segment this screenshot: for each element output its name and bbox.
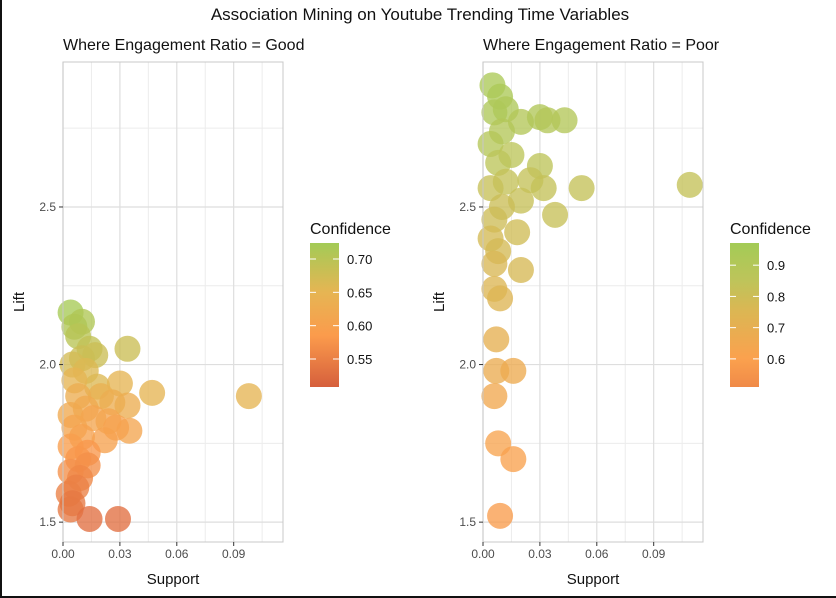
y-axis-label: Lift — [431, 291, 448, 312]
data-point — [551, 107, 578, 134]
data-point — [114, 335, 141, 362]
chart-title: Association Mining on Youtube Trending T… — [211, 5, 629, 24]
data-point — [487, 285, 514, 312]
data-point — [114, 392, 141, 419]
x-axis-label: Support — [147, 571, 200, 588]
data-point — [487, 502, 514, 529]
x-tick-label: 0.06 — [165, 547, 189, 561]
x-tick-label: 0.09 — [222, 547, 246, 561]
data-point — [676, 171, 703, 198]
data-point — [481, 383, 508, 410]
panel-subtitle: Where Engagement Ratio = Good — [63, 37, 304, 54]
legend-break-label: 0.6 — [767, 352, 785, 367]
x-tick-label: 0.03 — [108, 547, 132, 561]
x-tick-label: 0.00 — [51, 547, 75, 561]
legend-colorbar — [310, 243, 339, 387]
data-point — [568, 175, 595, 202]
legend-title: Confidence — [730, 221, 811, 238]
legend-break-label: 0.8 — [767, 289, 785, 304]
legend-title: Confidence — [310, 221, 391, 238]
legend-break-label: 0.65 — [347, 285, 372, 300]
x-tick-label: 0.06 — [585, 547, 609, 561]
data-point — [235, 383, 262, 410]
data-point — [103, 414, 130, 441]
data-point — [481, 250, 508, 277]
y-tick-label: 2.5 — [39, 200, 56, 214]
legend-break-label: 0.60 — [347, 319, 372, 334]
data-point — [504, 219, 531, 246]
data-point — [477, 225, 504, 252]
y-tick-label: 1.5 — [459, 515, 476, 529]
y-tick-label: 2.5 — [459, 200, 476, 214]
panel-border — [62, 61, 284, 543]
panel-good: Where Engagement Ratio = Good 0.00 0.03 0.0… — [11, 37, 391, 588]
x-tick-label: 0.00 — [471, 547, 495, 561]
data-point — [477, 175, 504, 202]
legend-colorbar — [730, 243, 759, 387]
data-point — [530, 175, 557, 202]
legend-break-label: 0.70 — [347, 252, 372, 267]
data-point — [542, 201, 569, 228]
data-point — [500, 357, 527, 384]
panel-border — [482, 61, 704, 543]
x-tick-label: 0.03 — [528, 547, 552, 561]
legend-break-label: 0.9 — [767, 258, 785, 273]
data-point — [500, 446, 527, 473]
legend-break-label: 0.7 — [767, 321, 785, 336]
data-point — [139, 379, 166, 406]
y-axis-label: Lift — [11, 291, 28, 312]
panel-subtitle: Where Engagement Ratio = Poor — [483, 37, 720, 54]
y-tick-label: 1.5 — [39, 515, 56, 529]
y-tick-label: 2.0 — [459, 358, 476, 372]
data-point — [76, 505, 103, 532]
y-tick-label: 2.0 — [39, 358, 56, 372]
data-point — [507, 257, 534, 284]
panel-poor: Where Engagement Ratio = Poor 0.00 0.03 0.0… — [431, 37, 811, 588]
legend-break-label: 0.55 — [347, 352, 372, 367]
x-tick-label: 0.09 — [642, 547, 666, 561]
data-point — [483, 326, 510, 353]
data-point — [105, 505, 131, 532]
x-axis-label: Support — [567, 571, 620, 588]
